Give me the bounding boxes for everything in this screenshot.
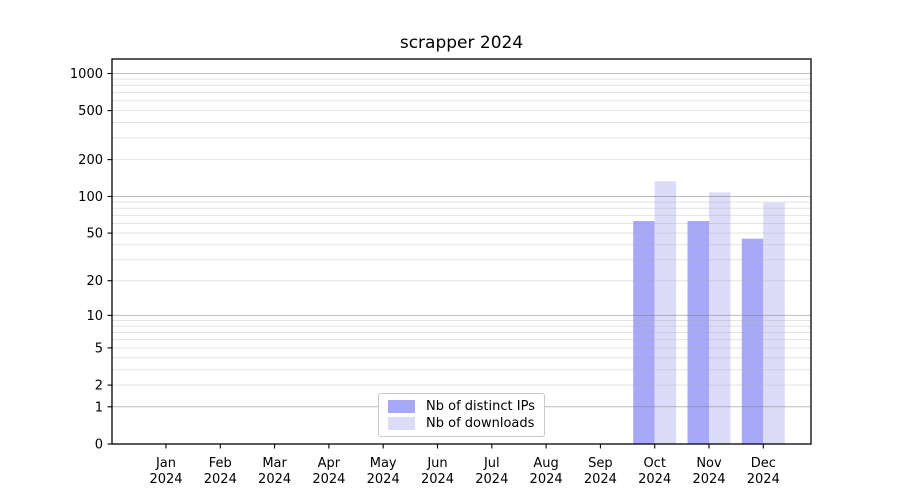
chart-title: scrapper 2024 (399, 33, 524, 53)
x-tick-label-year: 2024 (258, 472, 291, 487)
y-tick-label: 50 (86, 227, 103, 242)
y-tick-label: 10 (86, 309, 103, 324)
bar-ips-dec (741, 238, 764, 444)
y-tick-label: 5 (95, 341, 103, 356)
y-axis-ticks: 0 1 2 5 10 20 50 100 200 500 1000 (70, 67, 112, 453)
x-tick-label-year: 2024 (530, 472, 563, 487)
x-tick-label-month: Mar (262, 456, 287, 471)
x-tick-label-month: Dec (751, 456, 776, 471)
x-tick-label-month: Aug (533, 456, 558, 471)
x-tick-label-year: 2024 (584, 472, 617, 487)
legend-label-downloads: Nb of downloads (426, 415, 535, 431)
x-tick-label-year: 2024 (367, 472, 400, 487)
bar-downloads-dec (763, 202, 785, 444)
x-tick-label-year: 2024 (312, 472, 345, 487)
bar-downloads-oct (654, 181, 677, 445)
minor-gridlines (112, 78, 811, 386)
bar-ips-oct (633, 221, 655, 444)
bar-downloads-nov (709, 192, 731, 444)
x-tick-label-month: Oct (643, 456, 665, 471)
x-tick-label-year: 2024 (149, 472, 182, 487)
y-tick-label: 2 (95, 379, 103, 394)
legend-item-downloads: Nb of downloads (388, 415, 536, 431)
x-tick-label-year: 2024 (638, 472, 671, 487)
major-gridlines (112, 73, 811, 408)
x-tick-label-month: Jul (483, 456, 500, 471)
y-tick-label: 0 (95, 438, 103, 453)
y-tick-label: 1 (95, 400, 103, 415)
y-tick-label: 500 (78, 104, 103, 119)
x-tick-label-year: 2024 (747, 472, 780, 487)
x-tick-label-month: Jan (155, 456, 176, 471)
legend-item-distinct-ips: Nb of distinct IPs (388, 399, 536, 415)
x-tick-label-month: Sep (588, 456, 613, 471)
x-tick-label-month: May (370, 456, 397, 471)
legend: Nb of distinct IPs Nb of downloads (378, 393, 545, 437)
x-tick-label-year: 2024 (692, 472, 725, 487)
plot-frame (111, 58, 812, 445)
x-tick-label-month: Feb (209, 456, 232, 471)
legend-label-distinct-ips: Nb of distinct IPs (426, 399, 535, 415)
bars (633, 181, 785, 445)
x-tick-label-year: 2024 (421, 472, 454, 487)
legend-swatch-downloads (388, 416, 415, 430)
x-axis-ticks: Jan2024Feb2024Mar2024Apr2024May2024Jun20… (149, 444, 780, 487)
bar-ips-nov (687, 221, 709, 444)
legend-swatch-distinct-ips (388, 400, 415, 414)
x-tick-label-year: 2024 (204, 472, 237, 487)
x-tick-label-month: Nov (696, 456, 722, 471)
x-tick-label-year: 2024 (475, 472, 508, 487)
y-tick-label: 100 (78, 190, 103, 205)
x-tick-label-month: Jun (426, 456, 447, 471)
y-tick-label: 20 (86, 274, 103, 289)
x-tick-label-month: Apr (318, 456, 341, 471)
axes-frame (111, 58, 812, 445)
y-tick-label: 200 (78, 153, 103, 168)
y-tick-label: 1000 (70, 67, 103, 82)
